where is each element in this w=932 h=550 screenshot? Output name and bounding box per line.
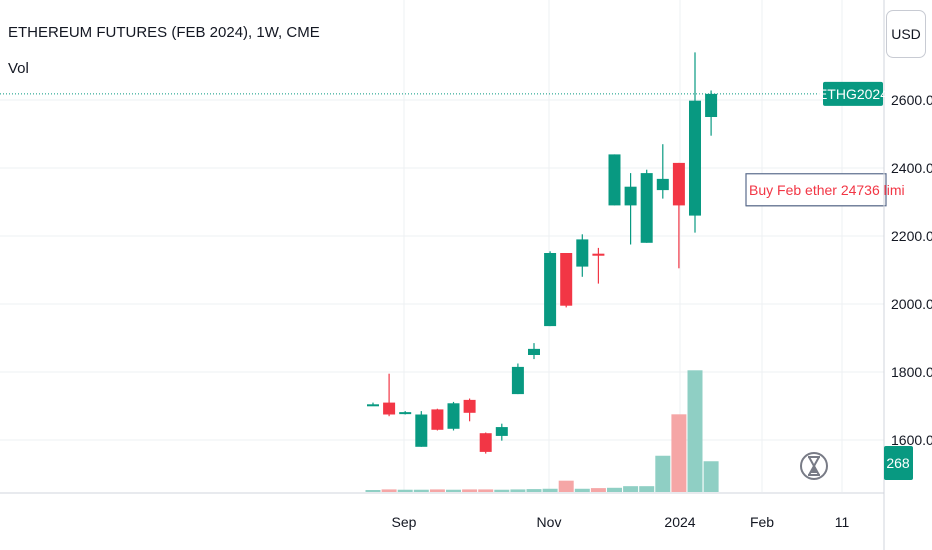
y-tick-label: 2600.0 [891, 92, 932, 108]
volume-bar [607, 487, 622, 492]
x-tick-label: 11 [835, 514, 850, 530]
y-tick-label: 2400.0 [891, 160, 932, 176]
volume-bar [381, 489, 397, 492]
candle [399, 411, 412, 415]
volume-bar [542, 488, 558, 492]
candle [431, 408, 444, 431]
candle [705, 90, 718, 136]
order-line[interactable]: Buy Feb ether 24736 limi [745, 173, 905, 207]
chart-title: ETHEREUM FUTURES (FEB 2024), 1W, CME [8, 24, 320, 41]
order-label: Buy Feb ether 24736 limi [749, 182, 905, 198]
volume-bar [623, 486, 639, 492]
candle-body [399, 412, 412, 415]
candle-body [447, 403, 460, 429]
currency-button[interactable]: USD [886, 10, 926, 58]
volume-tag-label: 268 [886, 455, 910, 471]
candle-body [495, 427, 508, 436]
volume-bar [590, 488, 606, 492]
candle-body [367, 404, 379, 407]
candle-body [479, 433, 492, 452]
hourglass-icon[interactable] [800, 452, 828, 480]
volume-bar [462, 489, 478, 492]
volume-label: Vol [8, 60, 29, 77]
candle-body [592, 253, 605, 256]
x-tick-label: Feb [750, 514, 774, 530]
price-axis[interactable]: 1600.0 1800.0 2000.0 2200.0 2400.0 2600.0 [883, 0, 932, 550]
candle-body [528, 348, 540, 355]
candle-body [560, 253, 573, 306]
candle [689, 52, 701, 233]
volume-bar [671, 414, 687, 492]
volume-bars [365, 370, 719, 492]
candle-body [576, 239, 589, 267]
candle [544, 251, 557, 327]
volume-bar [558, 480, 574, 492]
candle [656, 144, 669, 199]
volume-bar [413, 489, 429, 492]
candles [367, 52, 718, 454]
candle [367, 402, 379, 407]
candle [576, 234, 589, 277]
candle-body [689, 100, 701, 216]
time-axis[interactable]: Sep Nov 2024 Feb 11 [0, 492, 884, 530]
candle-body [656, 178, 669, 191]
volume-bar [510, 489, 526, 492]
candle-body [383, 402, 396, 415]
candle [415, 411, 428, 447]
candle [463, 398, 476, 422]
candle [608, 154, 621, 206]
y-tick-label: 2000.0 [891, 296, 932, 312]
volume-bar [446, 489, 461, 492]
volume-bar [655, 455, 671, 492]
volume-bar [703, 461, 719, 492]
volume-bar [639, 486, 655, 492]
volume-bar [526, 489, 542, 492]
volume-bar [365, 490, 381, 492]
candle [640, 169, 653, 243]
candle [511, 363, 524, 395]
candle [479, 432, 492, 454]
candle [383, 373, 396, 417]
volume-bar [478, 489, 494, 492]
y-tick-label: 2200.0 [891, 228, 932, 244]
candle-body [415, 414, 428, 447]
y-tick-label: 1800.0 [891, 364, 932, 380]
candle-body [608, 154, 621, 206]
candle-body [640, 173, 653, 243]
candle-body [672, 162, 685, 206]
symbol-tag-label: ETHG2024 [818, 86, 888, 102]
candle [495, 423, 508, 441]
volume-bar [397, 489, 413, 492]
volume-bar [494, 489, 510, 492]
candle-body [431, 409, 444, 430]
candle [592, 247, 605, 284]
candle [672, 162, 685, 269]
x-tick-label: 2024 [664, 514, 695, 530]
candle [560, 253, 573, 308]
candle [624, 173, 637, 245]
volume-bar [687, 370, 703, 492]
candle-body [544, 253, 557, 327]
volume-tag: 268 [884, 446, 913, 480]
candle-body [624, 186, 637, 206]
order-label-box[interactable] [745, 173, 887, 207]
symbol-price-tag: ETHG2024 [818, 81, 888, 106]
candle-body [511, 366, 524, 395]
y-tick-label: 1600.0 [891, 432, 932, 448]
volume-bar [574, 488, 590, 492]
candle-body [463, 399, 476, 413]
candle [528, 343, 540, 360]
x-tick-label: Nov [537, 514, 562, 530]
x-tick-label: Sep [392, 514, 417, 530]
volume-bar [429, 489, 445, 492]
candle-body [705, 93, 718, 117]
candle [447, 401, 460, 431]
